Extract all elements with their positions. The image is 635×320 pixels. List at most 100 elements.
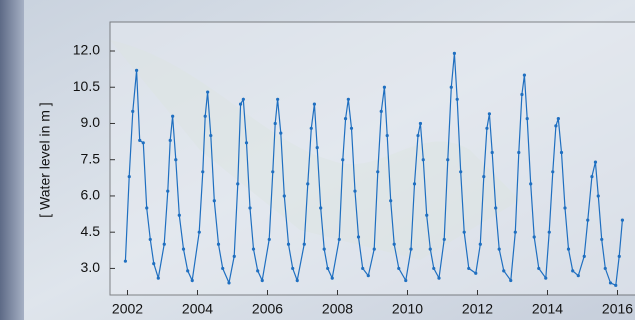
data-point	[409, 247, 412, 250]
data-point	[276, 98, 279, 101]
data-point	[157, 276, 160, 279]
data-point	[239, 103, 242, 106]
data-point	[474, 272, 477, 275]
data-point	[347, 98, 350, 101]
data-point	[296, 279, 299, 282]
data-point	[386, 134, 389, 137]
data-point	[319, 206, 322, 209]
data-point	[178, 214, 181, 217]
data-point	[526, 117, 529, 120]
data-point	[529, 182, 532, 185]
data-point	[242, 98, 245, 101]
data-point	[128, 175, 131, 178]
data-point	[149, 238, 152, 241]
data-point	[344, 117, 347, 120]
data-point	[482, 175, 485, 178]
data-point	[252, 247, 255, 250]
x-tick-label: 2012	[462, 301, 493, 317]
data-point	[557, 117, 560, 120]
data-point	[171, 115, 174, 118]
data-point	[488, 112, 491, 115]
data-point	[373, 247, 376, 250]
data-point	[271, 170, 274, 173]
data-point	[256, 269, 259, 272]
data-point	[429, 247, 432, 250]
data-point	[571, 269, 574, 272]
data-point	[459, 170, 462, 173]
data-point	[514, 231, 517, 234]
x-tick-label: 2002	[112, 301, 143, 317]
data-point	[209, 134, 212, 137]
data-point	[142, 141, 145, 144]
data-point	[198, 231, 201, 234]
data-point	[380, 110, 383, 113]
data-point	[323, 247, 326, 250]
y-tick-label: 9.0	[81, 114, 101, 130]
data-point	[166, 190, 169, 193]
data-point	[597, 194, 600, 197]
data-point	[567, 247, 570, 250]
data-point	[432, 267, 435, 270]
y-axis-label: [ Water level in m ]	[37, 102, 53, 217]
data-point	[261, 279, 264, 282]
data-point	[287, 243, 290, 246]
data-point	[413, 182, 416, 185]
data-point	[520, 93, 523, 96]
data-point	[306, 182, 309, 185]
data-point	[191, 279, 194, 282]
data-point	[609, 281, 612, 284]
data-point	[233, 255, 236, 258]
data-point	[236, 182, 239, 185]
data-point	[383, 86, 386, 89]
x-tick-label: 2006	[252, 301, 283, 317]
data-point	[313, 103, 316, 106]
data-point	[621, 219, 624, 222]
data-point	[479, 243, 482, 246]
data-point	[443, 238, 446, 241]
x-tick-label: 2010	[392, 301, 423, 317]
data-point	[537, 267, 540, 270]
data-point	[577, 274, 580, 277]
data-point	[456, 98, 459, 101]
data-point	[463, 231, 466, 234]
data-point	[310, 127, 313, 130]
data-point	[201, 170, 204, 173]
y-tick-label: 3.0	[81, 259, 101, 275]
data-point	[551, 170, 554, 173]
data-point	[274, 122, 277, 125]
data-point	[509, 279, 512, 282]
y-tick-label: 10.5	[73, 78, 100, 94]
data-point	[357, 235, 360, 238]
data-point	[544, 276, 547, 279]
data-point	[217, 243, 220, 246]
data-point	[450, 86, 453, 89]
data-point	[268, 238, 271, 241]
data-point	[361, 267, 364, 270]
x-tick-label: 2008	[322, 301, 353, 317]
data-point	[131, 110, 134, 113]
data-point	[560, 151, 563, 154]
data-point	[533, 235, 536, 238]
data-point	[326, 267, 329, 270]
data-point	[502, 269, 505, 272]
x-tick-label: 2004	[182, 301, 213, 317]
data-point	[124, 260, 127, 263]
data-point	[138, 139, 141, 142]
data-point	[389, 199, 392, 202]
data-point	[437, 276, 440, 279]
data-point	[491, 151, 494, 154]
data-point	[397, 267, 400, 270]
data-point	[213, 199, 216, 202]
data-point	[338, 238, 341, 241]
data-point	[548, 231, 551, 234]
data-point	[583, 255, 586, 258]
data-point	[135, 69, 138, 72]
chart: [ Water level in m ] 3.04.56.07.59.010.5…	[0, 0, 635, 320]
data-point	[221, 267, 224, 270]
data-point	[283, 194, 286, 197]
y-tick-label: 4.5	[81, 223, 101, 239]
data-point	[446, 158, 449, 161]
data-point	[376, 170, 379, 173]
data-point	[174, 158, 177, 161]
data-point	[169, 139, 172, 142]
